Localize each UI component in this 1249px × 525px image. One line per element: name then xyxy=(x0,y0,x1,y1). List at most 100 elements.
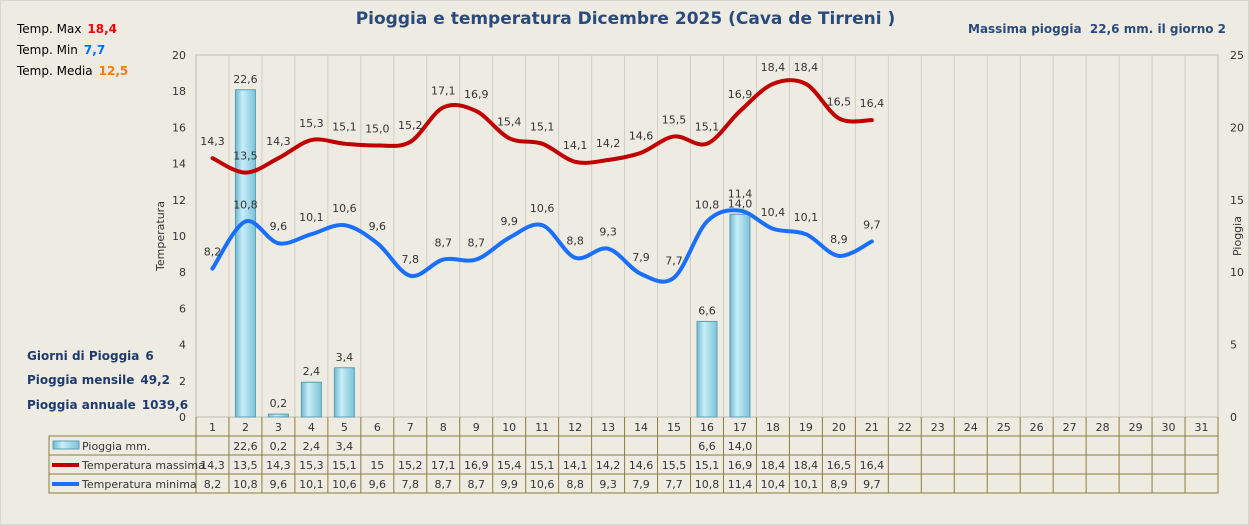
temp-max-data-label: 15,5 xyxy=(662,113,687,126)
table-cell: 9,9 xyxy=(500,478,518,491)
temp-max-data-label: 15,1 xyxy=(695,121,720,134)
x-tick-label: 10 xyxy=(502,421,516,434)
y-tick-label: 8 xyxy=(179,266,186,279)
y-tick-label: 12 xyxy=(172,194,186,207)
x-tick-label: 25 xyxy=(997,421,1011,434)
table-cell: 9,6 xyxy=(369,478,387,491)
table-cell: 11,4 xyxy=(728,478,753,491)
y-tick-label: 18 xyxy=(172,85,186,98)
temp-max-data-label: 15,0 xyxy=(365,123,390,136)
y-tick-label: 14 xyxy=(172,158,186,171)
y-tick-label: 2 xyxy=(179,375,186,388)
x-tick-label: 16 xyxy=(700,421,714,434)
summary-value: 6 xyxy=(145,349,154,363)
x-tick-label: 6 xyxy=(374,421,381,434)
table-cell: 15,1 xyxy=(530,459,555,472)
rain-annual: Pioggia annuale 1039,6 xyxy=(27,398,188,412)
rain-data-label: 3,4 xyxy=(336,351,354,364)
table-cell: 14,3 xyxy=(266,459,291,472)
temp-min-data-label: 9,6 xyxy=(369,220,387,233)
temp-max-data-label: 15,1 xyxy=(530,121,555,134)
y-tick-label: 6 xyxy=(179,302,186,315)
temp-min-data-label: 11,4 xyxy=(728,188,753,201)
table-cell: 8,8 xyxy=(566,478,584,491)
stat-label: Temp. Min xyxy=(17,43,78,57)
table-cell: 2,4 xyxy=(303,440,321,453)
table-cell: 7,7 xyxy=(665,478,683,491)
temp-min-data-label: 10,6 xyxy=(332,202,357,215)
x-tick-label: 28 xyxy=(1096,421,1110,434)
y2-tick-label: 20 xyxy=(1230,121,1244,134)
x-tick-label: 23 xyxy=(931,421,945,434)
temp-max-data-label: 16,5 xyxy=(827,95,852,108)
x-tick-label: 31 xyxy=(1195,421,1209,434)
table-cell: 18,4 xyxy=(794,459,819,472)
table-cell: 8,7 xyxy=(435,478,453,491)
stat-temp-min: Temp. Min 7,7 xyxy=(17,43,105,57)
x-tick-label: 3 xyxy=(275,421,282,434)
temp-max-data-label: 15,3 xyxy=(299,117,324,130)
x-tick-label: 24 xyxy=(964,421,978,434)
y-axis-title: Temperatura xyxy=(154,201,167,272)
table-cell: 14,2 xyxy=(596,459,621,472)
temp-max-data-label: 14,3 xyxy=(266,135,291,148)
rain-bar xyxy=(267,413,289,418)
max-rain-label: Massima pioggia xyxy=(968,22,1082,36)
legend-rain-swatch xyxy=(52,440,80,450)
temp-min-data-label: 8,7 xyxy=(467,237,485,250)
temp-min-line xyxy=(210,208,874,284)
table-cell: 15,2 xyxy=(398,459,423,472)
x-tick-label: 4 xyxy=(308,421,315,434)
x-tick-label: 17 xyxy=(733,421,747,434)
table-cell: 15,5 xyxy=(662,459,687,472)
temp-min-data-label: 7,8 xyxy=(402,253,420,266)
summary-label: Pioggia annuale xyxy=(27,398,136,412)
temp-max-data-label: 18,4 xyxy=(761,61,786,74)
temp-max-data-label: 18,4 xyxy=(794,61,819,74)
temp-min-data-label: 10,1 xyxy=(794,211,819,224)
stat-temp-max: Temp. Max 18,4 xyxy=(17,22,117,36)
table-cell: 7,8 xyxy=(402,478,420,491)
temp-min-data-label: 8,8 xyxy=(566,235,584,248)
table-cell: 9,7 xyxy=(863,478,881,491)
table-cell: 0,2 xyxy=(270,440,288,453)
x-tick-label: 7 xyxy=(407,421,414,434)
table-cell: 18,4 xyxy=(761,459,786,472)
stat-value: 7,7 xyxy=(83,43,106,57)
chart-title: Pioggia e temperatura Dicembre 2025 (Cav… xyxy=(355,9,896,29)
table-cell: 15,3 xyxy=(299,459,324,472)
y2-tick-label: 10 xyxy=(1230,266,1244,279)
table-cell: 3,4 xyxy=(336,440,354,453)
x-tick-label: 11 xyxy=(535,421,549,434)
temp-max-data-label: 17,1 xyxy=(431,84,456,97)
x-tick-label: 9 xyxy=(473,421,480,434)
rain-bar xyxy=(333,367,355,418)
x-tick-label: 13 xyxy=(601,421,615,434)
y2-tick-label: 5 xyxy=(1230,339,1237,352)
stat-value: 18,4 xyxy=(87,22,118,36)
x-tick-label: 5 xyxy=(341,421,348,434)
x-tick-label: 22 xyxy=(898,421,912,434)
temp-max-data-label: 15,4 xyxy=(497,115,522,128)
temp-max-data-label: 16,4 xyxy=(860,97,885,110)
temp-min-data-label: 10,6 xyxy=(530,202,555,215)
x-tick-label: 29 xyxy=(1129,421,1143,434)
rain-data-label: 6,6 xyxy=(698,304,716,317)
y2-axis-title: Pioggia xyxy=(1231,216,1244,256)
table-cell: 10,8 xyxy=(695,478,720,491)
table-cell: 15,1 xyxy=(695,459,720,472)
summary-label: Pioggia mensile xyxy=(27,373,135,387)
x-tick-label: 20 xyxy=(832,421,846,434)
max-rain-value: 22,6 mm. il giorno 2 xyxy=(1089,22,1227,36)
table-cell: 16,5 xyxy=(827,459,852,472)
table-cell: 6,6 xyxy=(698,440,716,453)
temp-min-data-label: 7,7 xyxy=(665,255,683,268)
temp-max-data-label: 14,3 xyxy=(200,135,225,148)
temp-min-data-label: 8,7 xyxy=(435,237,453,250)
x-tick-label: 1 xyxy=(209,421,216,434)
y-tick-label: 16 xyxy=(172,121,186,134)
rain-data-label: 14,0 xyxy=(728,197,753,210)
table-cell: 15,1 xyxy=(332,459,357,472)
temp-min-data-label: 10,8 xyxy=(233,199,258,212)
